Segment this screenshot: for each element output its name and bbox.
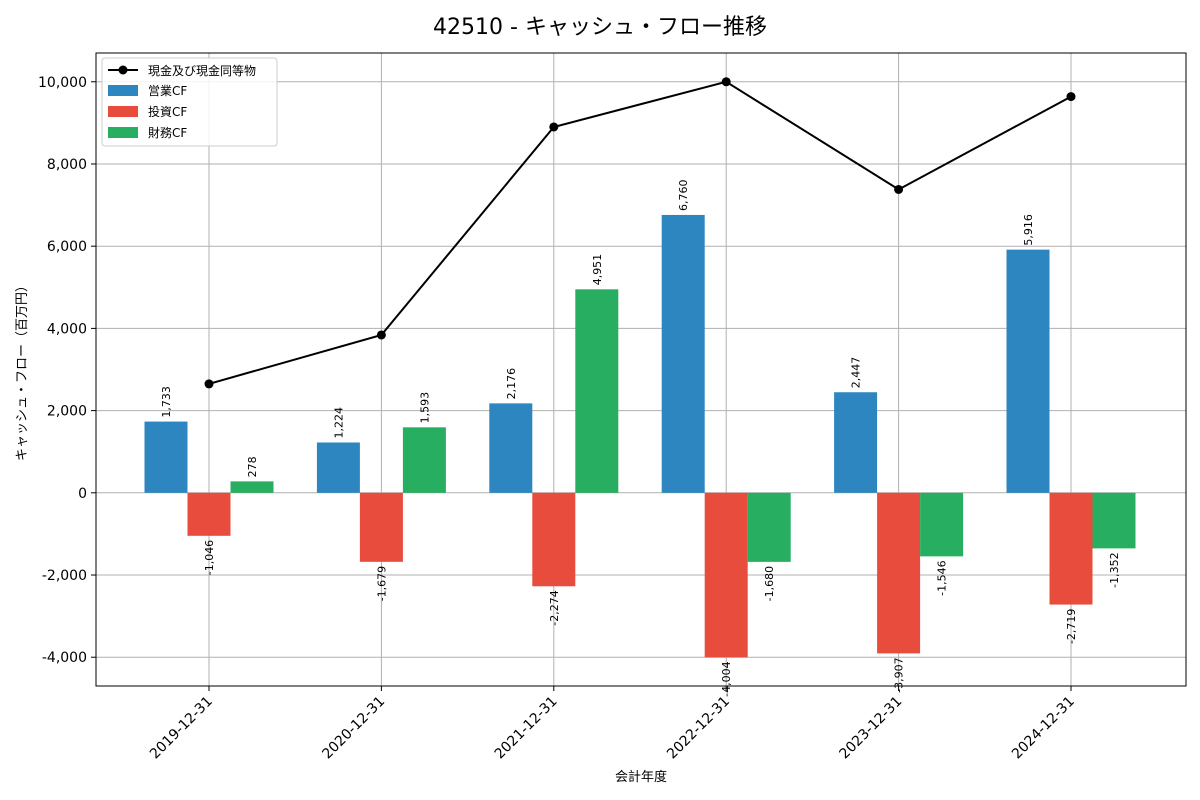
- bar-value-label: -1,546: [936, 560, 949, 595]
- x-axis-label: 会計年度: [615, 769, 667, 785]
- bar-value-label: -4,004: [720, 661, 733, 696]
- bar-0-5: [1006, 249, 1050, 493]
- cash-line-point: [1066, 92, 1076, 102]
- bar-0-2: [489, 403, 533, 493]
- bar-0-1: [316, 442, 360, 493]
- cash-line-point: [549, 122, 559, 132]
- bar-2-0: [230, 481, 274, 493]
- bar-value-label: -1,680: [763, 566, 776, 601]
- bar-value-label: 2,176: [505, 368, 518, 400]
- bar-2-2: [575, 289, 619, 493]
- y-axis-label: キャッシュ・フロー（百万円）: [15, 279, 30, 461]
- bar-1-4: [877, 492, 921, 654]
- cash-line-point: [721, 77, 731, 87]
- x-tick-label: 2021-12-31: [492, 694, 561, 763]
- cash-line-point: [204, 379, 214, 389]
- x-tick-label: 2019-12-31: [147, 694, 216, 763]
- bar-1-0: [187, 492, 231, 536]
- bar-1-5: [1049, 492, 1093, 605]
- bar-value-label: 6,760: [677, 179, 690, 211]
- bar-value-label: 4,951: [591, 254, 604, 286]
- bar-2-3: [747, 492, 791, 562]
- x-tick-label: 2022-12-31: [664, 694, 733, 763]
- bar-value-label: 5,916: [1022, 214, 1035, 246]
- bar-value-label: 1,733: [160, 386, 173, 418]
- cash-line-point: [376, 330, 386, 340]
- x-tick-label: 2024-12-31: [1009, 694, 1078, 763]
- bar-value-label: -1,352: [1108, 552, 1121, 587]
- y-tick-label: 4,000: [47, 321, 87, 337]
- bar-value-label: -1,046: [203, 540, 216, 575]
- bar-2-1: [402, 427, 446, 493]
- bars-layer: [144, 214, 1136, 658]
- plot-frame: [95, 52, 1187, 687]
- bar-value-label: 1,224: [332, 407, 345, 439]
- bar-0-3: [661, 214, 705, 493]
- legend-line-marker: [118, 65, 128, 75]
- bar-value-label: 2,447: [850, 357, 863, 389]
- legend-entry-line: 現金及び現金同等物: [148, 63, 256, 78]
- y-tick-label: 0: [78, 486, 87, 502]
- legend-entry-0: 営業CF: [148, 84, 187, 98]
- bar-value-label: -3,907: [893, 657, 906, 692]
- bar-value-label: 278: [246, 456, 259, 477]
- x-tick-label: 2023-12-31: [837, 694, 906, 763]
- legend-entry-2: 財務CF: [148, 125, 187, 140]
- cash-line: [208, 80, 1072, 385]
- chart-title: 42510 - キャッシュ・フロー推移: [433, 15, 767, 40]
- legend-swatch-0: [108, 85, 138, 96]
- legend-frame: [101, 57, 278, 147]
- legend-entry-1: 投資CF: [148, 104, 187, 119]
- y-tick-label: 10,000: [38, 75, 87, 91]
- y-tick-label: -2,000: [42, 568, 87, 584]
- legend-swatch-2: [108, 127, 138, 138]
- bar-value-label: -2,274: [548, 590, 561, 625]
- bar-value-label: 1,593: [418, 392, 431, 424]
- bar-2-4: [920, 492, 964, 557]
- bar-1-3: [704, 492, 748, 658]
- bar-value-label: -2,719: [1065, 609, 1078, 644]
- y-tick-label: -4,000: [42, 650, 87, 666]
- y-tick-label: 2,000: [47, 404, 87, 420]
- bar-value-label: -1,679: [375, 566, 388, 601]
- x-tick-label: 2020-12-31: [319, 694, 388, 763]
- legend-swatch-1: [108, 106, 138, 117]
- bar-2-5: [1092, 492, 1136, 549]
- bar-1-1: [359, 492, 403, 562]
- value-labels-layer: 1,733 1,224 2,176 6,760 2,447 5,916 -1,046 -1,6…: [160, 179, 1121, 696]
- bar-0-4: [834, 392, 878, 493]
- bar-0-0: [144, 421, 188, 493]
- bar-1-2: [532, 492, 576, 587]
- line-layer: [204, 77, 1076, 389]
- cash-line-point: [894, 184, 904, 194]
- y-tick-label: 8,000: [47, 157, 87, 173]
- y-tick-label: 6,000: [47, 239, 87, 255]
